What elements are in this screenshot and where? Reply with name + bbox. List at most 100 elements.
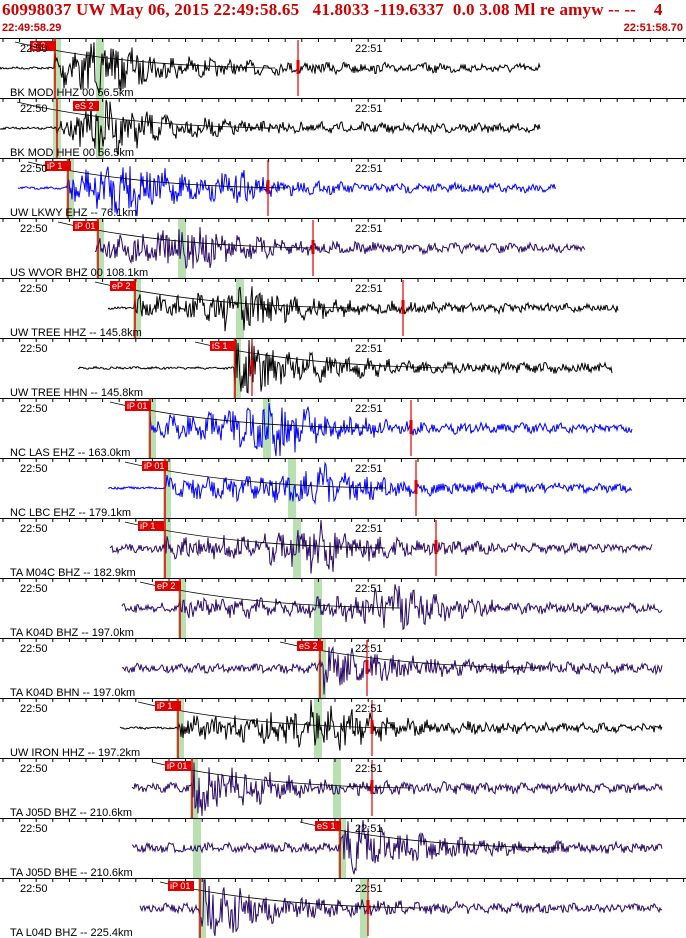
pick-label: iP 1	[157, 701, 172, 711]
seismogram-panel: eS 2 22:50 22:51 BK MOD HHE 00 56.5km	[0, 98, 686, 158]
waveform-trace	[149, 403, 633, 457]
pick-marker	[168, 881, 194, 891]
phase-window	[236, 278, 244, 338]
end-time: 22:51:58.70	[623, 22, 683, 34]
time-tick-label: 22:50	[20, 763, 48, 775]
pick-marker	[138, 521, 164, 531]
pick-label: S 2	[32, 41, 46, 51]
seismogram-panel: eP 2 22:50 22:51 UW TREE HHZ -- 145.8km	[0, 278, 686, 338]
pick-marker	[142, 461, 168, 471]
event-title: 60998037 UW May 06, 2015 22:49:58.65 41.…	[2, 0, 663, 19]
time-tick-label: 22:50	[20, 163, 48, 175]
time-tick-label: 22:50	[20, 823, 48, 835]
waveform-plot: eS 2 22:50 22:51 TA K04D BHN -- 197.0km	[0, 638, 686, 698]
start-time: 22:49:58.29	[2, 22, 62, 34]
station-label: TA K04D BHZ -- 197.0km	[10, 627, 134, 638]
pick-label: iS 1	[212, 341, 228, 351]
pick-marker	[73, 101, 99, 111]
time-tick-label: 22:51	[355, 583, 383, 595]
time-tick-label: 22:51	[355, 823, 383, 835]
time-tick-label: 22:51	[355, 703, 383, 715]
pick-marker	[297, 641, 323, 651]
pick-marker	[155, 701, 181, 711]
time-tick-label: 22:51	[355, 643, 383, 655]
time-tick-label: 22:51	[355, 223, 383, 235]
waveform-plot: eS 1 22:50 22:51 TA J05D BHE -- 210.6km	[0, 818, 686, 878]
time-tick-label: 22:50	[20, 103, 48, 115]
waveform-trace	[119, 699, 663, 751]
time-tick-label: 22:50	[20, 523, 48, 535]
waveform-plot: iP 1 22:50 22:51 TA M04C BHZ -- 182.9km	[0, 518, 686, 578]
station-label: TA J05D BHZ -- 210.6km	[10, 807, 132, 818]
station-label: NC LAS EHZ -- 163.0km	[10, 447, 130, 458]
waveform-trace	[131, 819, 663, 875]
seismogram-panel: iP 1 22:50 22:51 TA M04C BHZ -- 182.9km	[0, 518, 686, 578]
seismogram-panel: iP 1 22:50 22:51 UW LKWY EHZ -- 76.1km	[0, 158, 686, 218]
station-label: UW TREE HHN -- 145.8km	[10, 387, 143, 398]
pick-label: iP 01	[75, 221, 95, 231]
pick-label: iP 1	[140, 521, 155, 531]
seismogram-panels: S 2 22:50 22:51 BK MOD HHZ 00 56.5km eS 2 22:…	[0, 38, 686, 938]
time-tick-label: 22:51	[355, 523, 383, 535]
waveform-plot: iP 122:50 22:51 UW LKWY EHZ -- 76.1km	[0, 158, 686, 218]
seismogram-panel: iP 01 22:50 22:51 NC LAS EHZ -- 163.0km	[0, 398, 686, 458]
time-tick-label: 22:50	[20, 703, 48, 715]
pick-marker	[165, 761, 191, 771]
waveform-plot: S 222:50 22:51 BK MOD HHZ 00 56.5km	[0, 38, 686, 98]
waveform-trace	[121, 645, 663, 695]
time-tick-label: 22:51	[355, 463, 383, 475]
waveform-plot: eP 2 22:50 22:51 UW TREE HHZ -- 145.8km	[0, 278, 686, 338]
phase-window	[318, 638, 326, 698]
waveform-plot: iP 01 22:50 22:51 TA L04D BHZ -- 225.4km	[0, 878, 686, 938]
seismogram-panel: eS 2 22:50 22:51 TA K04D BHN -- 197.0km	[0, 638, 686, 698]
pick-label: eS 2	[75, 101, 94, 111]
seismogram-panel: iP 01 22:50 22:51 TA L04D BHZ -- 225.4km	[0, 878, 686, 938]
seismogram-panel: iP 1 22:50 22:51 UW IRON HHZ -- 197.2km	[0, 698, 686, 758]
time-tick-label: 22:50	[20, 283, 48, 295]
pick-marker	[110, 281, 136, 291]
seismogram-panel: iP 01 22:50 22:51 NC LBC EHZ -- 179.1km	[0, 458, 686, 518]
waveform-trace	[107, 461, 633, 505]
phase-window	[338, 818, 346, 878]
waveform-trace	[131, 762, 663, 817]
waveform-trace	[0, 99, 541, 157]
station-label: UW LKWY EHZ -- 76.1km	[10, 207, 137, 218]
waveform-plot: iP 1 22:50 22:51 UW IRON HHZ -- 197.2km	[0, 698, 686, 758]
waveform-plot: iS 1 22:50 22:51 UW TREE HHN -- 145.8km	[0, 338, 686, 398]
seismogram-panel: iS 1 22:50 22:51 UW TREE HHN -- 145.8km	[0, 338, 686, 398]
pick-label: eS 2	[299, 641, 318, 651]
waveform-plot: eP 2 22:50 22:51 TA K04D BHZ -- 197.0km	[0, 578, 686, 638]
pick-label: iP 01	[167, 761, 187, 771]
waveform-plot: iP 01 22:50 22:51 NC LBC EHZ -- 179.1km	[0, 458, 686, 518]
pick-marker	[315, 821, 341, 831]
phase-window	[163, 458, 171, 518]
waveform-trace	[77, 339, 613, 394]
phase-window	[96, 38, 104, 98]
waveform-trace	[139, 879, 663, 937]
time-tick-label: 22:50	[20, 883, 48, 895]
pick-label: eP 2	[112, 281, 130, 291]
waveform-trace	[121, 584, 663, 631]
pick-label: eS 1	[317, 821, 336, 831]
phase-window	[53, 38, 61, 98]
seismogram-panel: iP 01 22:50 22:51 TA J05D BHZ -- 210.6km	[0, 758, 686, 818]
station-label: US WVOR BHZ 00 108.1km	[10, 267, 148, 278]
pick-label: iP 01	[170, 881, 190, 891]
pick-marker	[73, 221, 99, 231]
time-tick-label: 22:51	[355, 163, 383, 175]
time-tick-label: 22:50	[20, 43, 48, 55]
pick-marker	[155, 581, 181, 591]
time-tick-label: 22:50	[20, 403, 48, 415]
seismogram-panel: eP 2 22:50 22:51 TA K04D BHZ -- 197.0km	[0, 578, 686, 638]
waveform-plot: eS 2 22:50 22:51 BK MOD HHE 00 56.5km	[0, 98, 686, 158]
phase-window	[96, 98, 104, 158]
seismogram-panel: eS 1 22:50 22:51 TA J05D BHE -- 210.6km	[0, 818, 686, 878]
station-label: UW TREE HHZ -- 145.8km	[10, 327, 142, 338]
time-tick-label: 22:51	[355, 343, 383, 355]
waveform-plot: iP 01 22:50 22:51 TA J05D BHZ -- 210.6km	[0, 758, 686, 818]
phase-window	[178, 218, 186, 278]
phase-window	[163, 518, 171, 578]
pick-label: iP 01	[127, 401, 147, 411]
pick-marker	[125, 401, 151, 411]
time-tick-label: 22:51	[355, 883, 383, 895]
